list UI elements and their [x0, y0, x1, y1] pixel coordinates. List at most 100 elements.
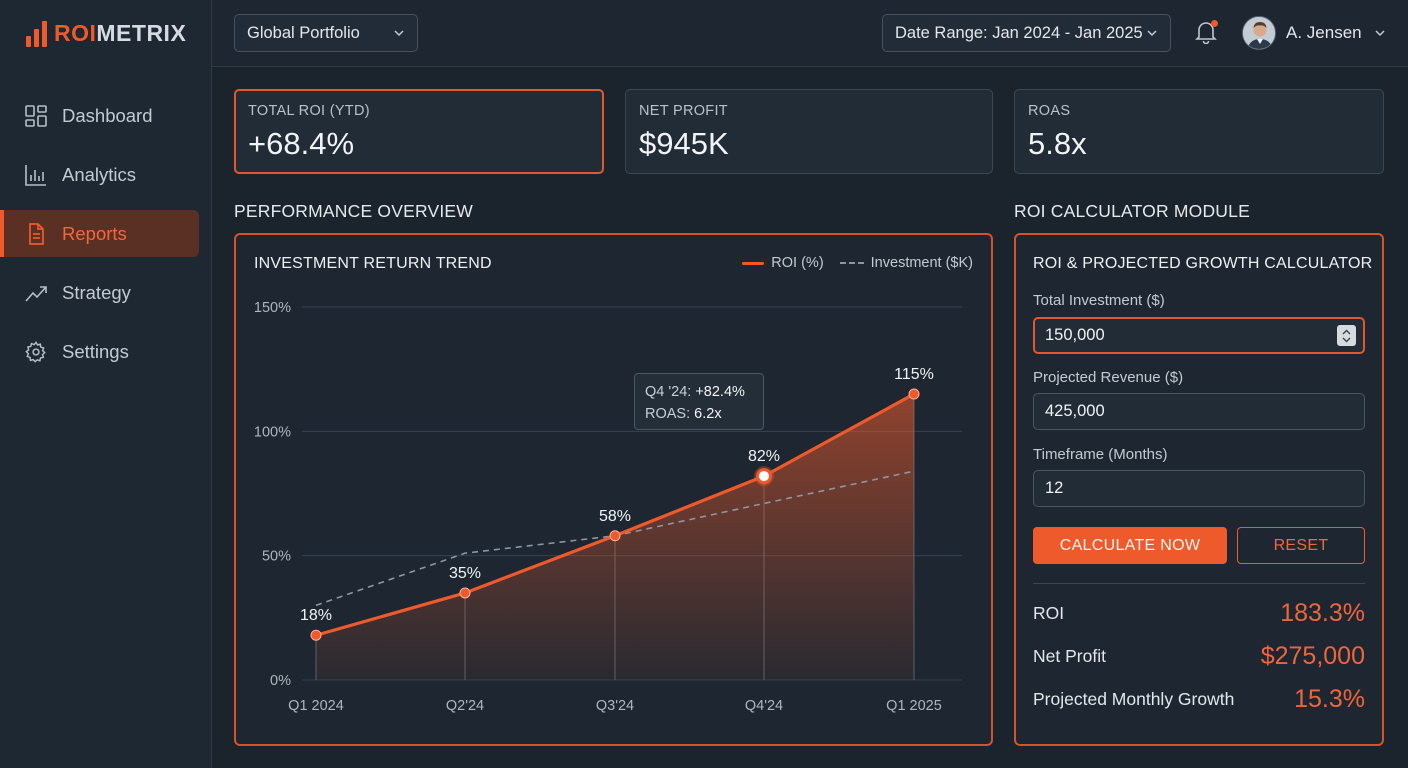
chart-legend: ROI (%) Investment ($K) [726, 255, 973, 271]
top-bar: Global Portfolio Date Range: Jan 2024 - … [212, 0, 1408, 67]
brand-name-part1: ROI [54, 20, 97, 46]
tooltip-value: 6.2x [694, 406, 722, 422]
date-range-value: Date Range: Jan 2024 - Jan 2025 [895, 23, 1143, 42]
sidebar-item-label: Settings [62, 340, 129, 362]
dashboard-icon [24, 104, 48, 128]
kpi-card-roas: ROAS 5.8x [1014, 89, 1384, 174]
sidebar-item-label: Strategy [62, 281, 131, 303]
chevron-up-icon[interactable] [1342, 329, 1351, 335]
reset-button[interactable]: RESET [1237, 527, 1365, 564]
bell-icon [1195, 22, 1217, 45]
date-range-select[interactable]: Date Range: Jan 2024 - Jan 2025 [882, 14, 1171, 52]
data-label: 18% [300, 607, 332, 624]
portfolio-select[interactable]: Global Portfolio [234, 14, 418, 52]
user-name: A. Jensen [1286, 23, 1362, 42]
legend-swatch-dashed [839, 262, 864, 264]
field-value: 150,000 [1045, 326, 1105, 344]
avatar [1242, 16, 1276, 50]
data-label: 115% [894, 366, 934, 383]
trend-icon [24, 281, 48, 305]
kpi-label: ROAS [1028, 103, 1071, 119]
kpi-value: +68.4% [248, 126, 355, 161]
portfolio-select-value: Global Portfolio [247, 23, 360, 42]
data-point-roi [310, 629, 322, 641]
field-label: Timeframe (Months) [1033, 446, 1168, 463]
x-tick-label: Q1 2024 [288, 698, 344, 714]
notification-button[interactable] [1195, 20, 1219, 46]
sidebar-item-strategy[interactable]: Strategy [0, 269, 199, 316]
chart-plot: 150% 100% 50% 0% 18% 35% 58% 82% 115% Q1 2024 Q2'2… [254, 300, 962, 714]
logo-bars-icon [26, 20, 47, 47]
sidebar-item-dashboard[interactable]: Dashboard [0, 92, 199, 139]
tooltip-label: Q4 '24: [645, 384, 692, 400]
legend-label: ROI (%) [771, 255, 824, 271]
kpi-label: NET PROFIT [639, 103, 728, 119]
legend-item-investment[interactable]: Investment ($K) [839, 255, 973, 271]
x-tick-label: Q3'24 [596, 698, 634, 714]
y-tick-label: 0% [270, 673, 291, 689]
kpi-label: TOTAL ROI (YTD) [248, 103, 370, 119]
data-point-roi [459, 587, 471, 599]
sidebar: ROIMETRIX Dashboard Analyt [0, 0, 212, 768]
sidebar-item-label: Dashboard [62, 104, 153, 126]
total-investment-input[interactable]: 150,000 [1033, 317, 1365, 354]
result-label: ROI [1033, 603, 1065, 623]
data-label: 58% [599, 508, 631, 525]
divider [1033, 583, 1365, 584]
tooltip-value: +82.4% [695, 384, 745, 400]
x-tick-label: Q4'24 [745, 698, 783, 714]
chevron-down-icon[interactable] [1342, 337, 1351, 343]
investment-return-chart: INVESTMENT RETURN TREND ROI (%) Investme… [234, 233, 993, 746]
chevron-down-icon [1147, 30, 1157, 37]
gear-icon [24, 340, 48, 364]
chevron-down-icon [394, 30, 404, 37]
kpi-value: 5.8x [1028, 126, 1087, 161]
data-label: 82% [748, 448, 780, 465]
brand-name-part2: METRIX [96, 20, 187, 46]
tooltip-label: ROAS: [645, 406, 691, 422]
roi-calculator: ROI & PROJECTED GROWTH CALCULATOR Total … [1014, 233, 1384, 746]
notification-badge [1211, 20, 1218, 27]
result-value: 15.3% [1294, 685, 1365, 713]
sidebar-item-reports[interactable]: Reports [0, 210, 199, 257]
y-tick-label: 150% [254, 300, 291, 316]
result-row-net-profit: Net Profit $275,000 [1033, 642, 1365, 671]
y-tick-label: 100% [254, 424, 291, 440]
kpi-card-total-roi: TOTAL ROI (YTD) +68.4% [234, 89, 604, 174]
sidebar-item-label: Reports [62, 222, 127, 244]
legend-item-roi[interactable]: ROI (%) [742, 255, 824, 271]
sidebar-item-label: Analytics [62, 163, 137, 185]
data-point-roi [609, 530, 621, 542]
sidebar-item-settings[interactable]: Settings [0, 328, 199, 375]
legend-swatch-solid [742, 261, 765, 265]
field-value: 425,000 [1045, 402, 1105, 420]
result-row-monthly-growth: Projected Monthly Growth 15.3% [1033, 685, 1365, 714]
chart-title: INVESTMENT RETURN TREND [254, 255, 492, 272]
user-menu[interactable]: A. Jensen [1242, 16, 1386, 50]
data-label: 35% [449, 565, 481, 582]
chart-tooltip: Q4 '24: +82.4% ROAS: 6.2x [634, 373, 764, 430]
calculate-button[interactable]: CALCULATE NOW [1033, 527, 1227, 564]
x-tick-label: Q1 2025 [886, 698, 942, 714]
bar-chart-icon [24, 163, 48, 187]
y-tick-label: 50% [262, 549, 291, 565]
x-tick-label: Q2'24 [446, 698, 484, 714]
sidebar-nav: Dashboard Analytics Reports [0, 92, 212, 387]
brand-name: ROIMETRIX [54, 20, 186, 47]
brand-logo[interactable]: ROIMETRIX [26, 20, 186, 47]
field-label: Projected Revenue ($) [1033, 369, 1184, 386]
calculator-section-title: ROI CALCULATOR MODULE [1014, 201, 1250, 221]
data-point-roi [756, 468, 772, 485]
projected-revenue-input[interactable]: 425,000 [1033, 393, 1365, 430]
sidebar-item-analytics[interactable]: Analytics [0, 151, 199, 198]
kpi-card-net-profit: NET PROFIT $945K [625, 89, 993, 174]
result-label: Net Profit [1033, 646, 1106, 666]
result-row-roi: ROI 183.3% [1033, 599, 1365, 628]
chevron-down-icon [1375, 30, 1385, 37]
timeframe-input[interactable]: 12 [1033, 470, 1365, 507]
performance-section-title: PERFORMANCE OVERVIEW [234, 201, 473, 221]
kpi-value: $945K [639, 126, 729, 161]
number-stepper[interactable] [1337, 325, 1356, 346]
result-value: $275,000 [1260, 642, 1365, 670]
